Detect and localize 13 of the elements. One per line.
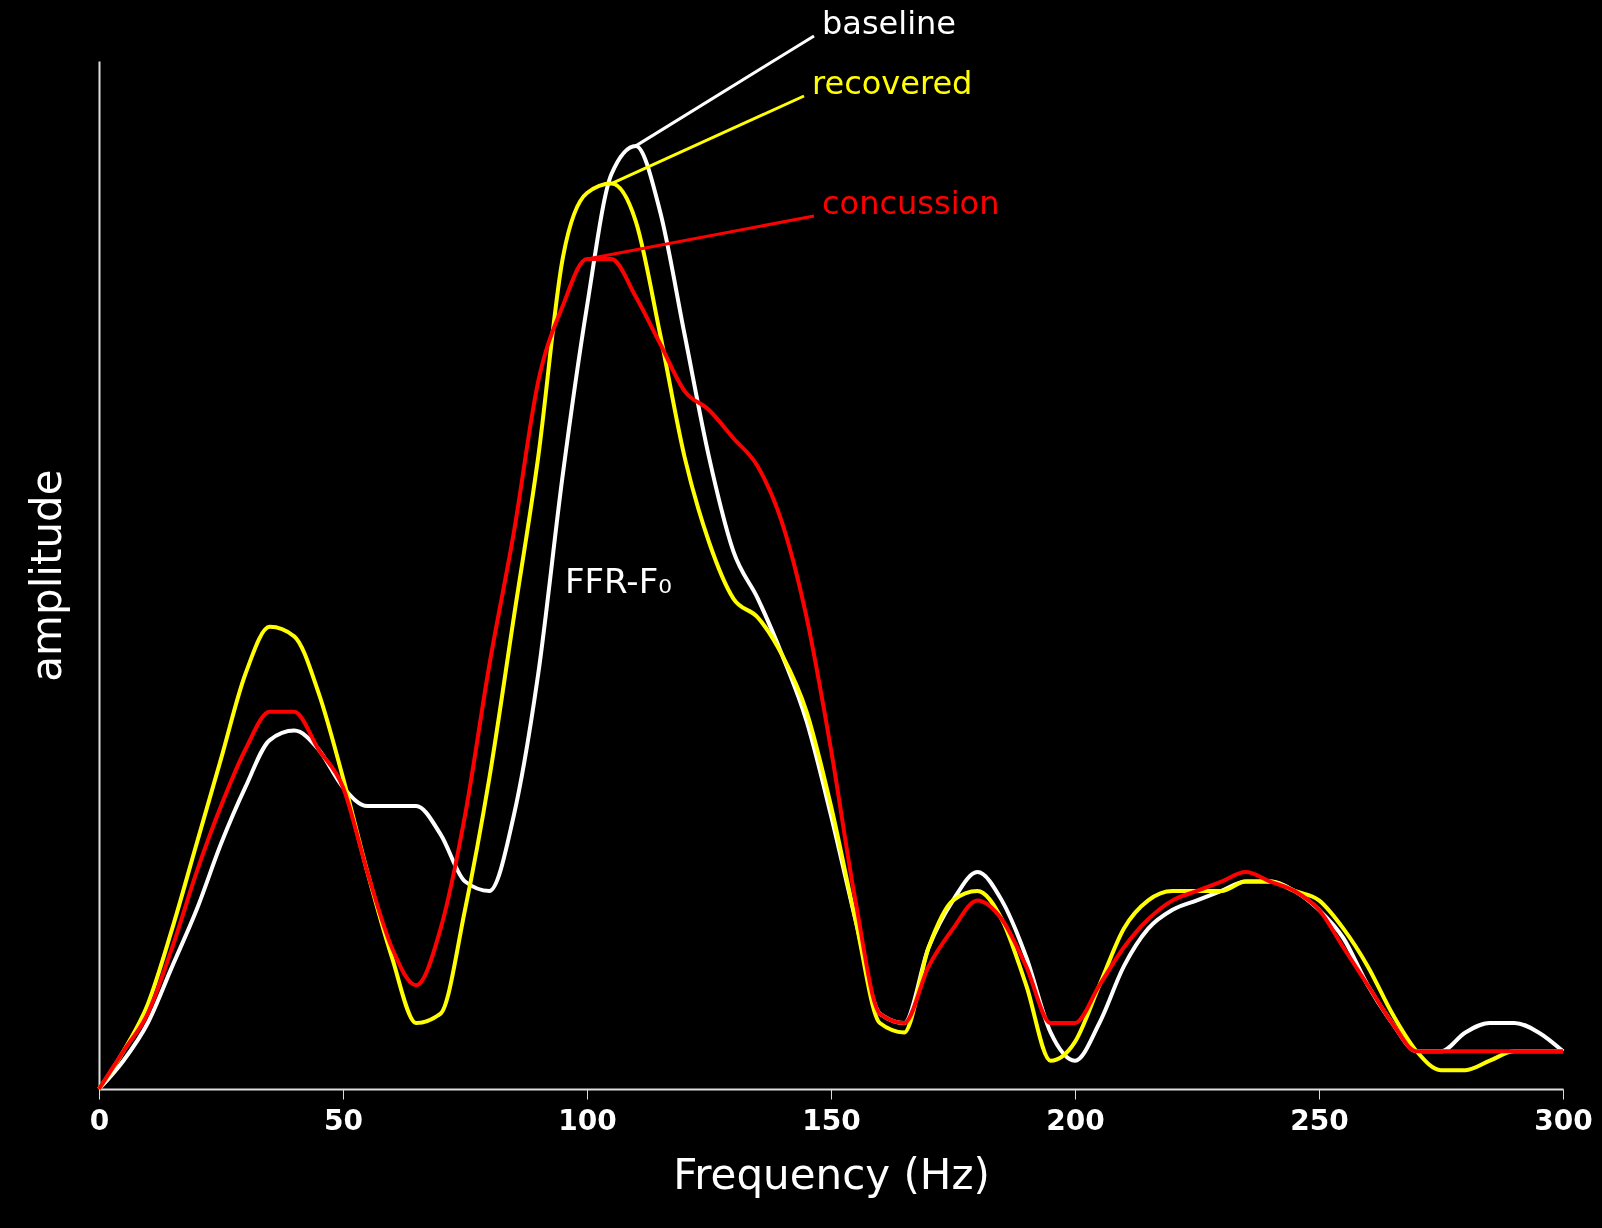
x-tick-label: 150 — [802, 1103, 861, 1137]
text: concussion — [822, 184, 1000, 222]
x-tick-label: 50 — [324, 1103, 363, 1137]
x-tick-label: 250 — [1290, 1103, 1349, 1137]
text: recovered — [812, 64, 973, 102]
x-axis-title: Frequency (Hz) — [673, 1149, 990, 1199]
text: baseline — [822, 4, 957, 42]
x-tick-label: 300 — [1534, 1103, 1593, 1137]
x-tick-label: 100 — [558, 1103, 617, 1137]
x-tick-label: 0 — [89, 1103, 110, 1137]
x-tick-label: 200 — [1046, 1103, 1105, 1137]
y-axis-title: amplitude — [21, 469, 71, 682]
annotation: FFR-F₀ — [565, 561, 672, 601]
